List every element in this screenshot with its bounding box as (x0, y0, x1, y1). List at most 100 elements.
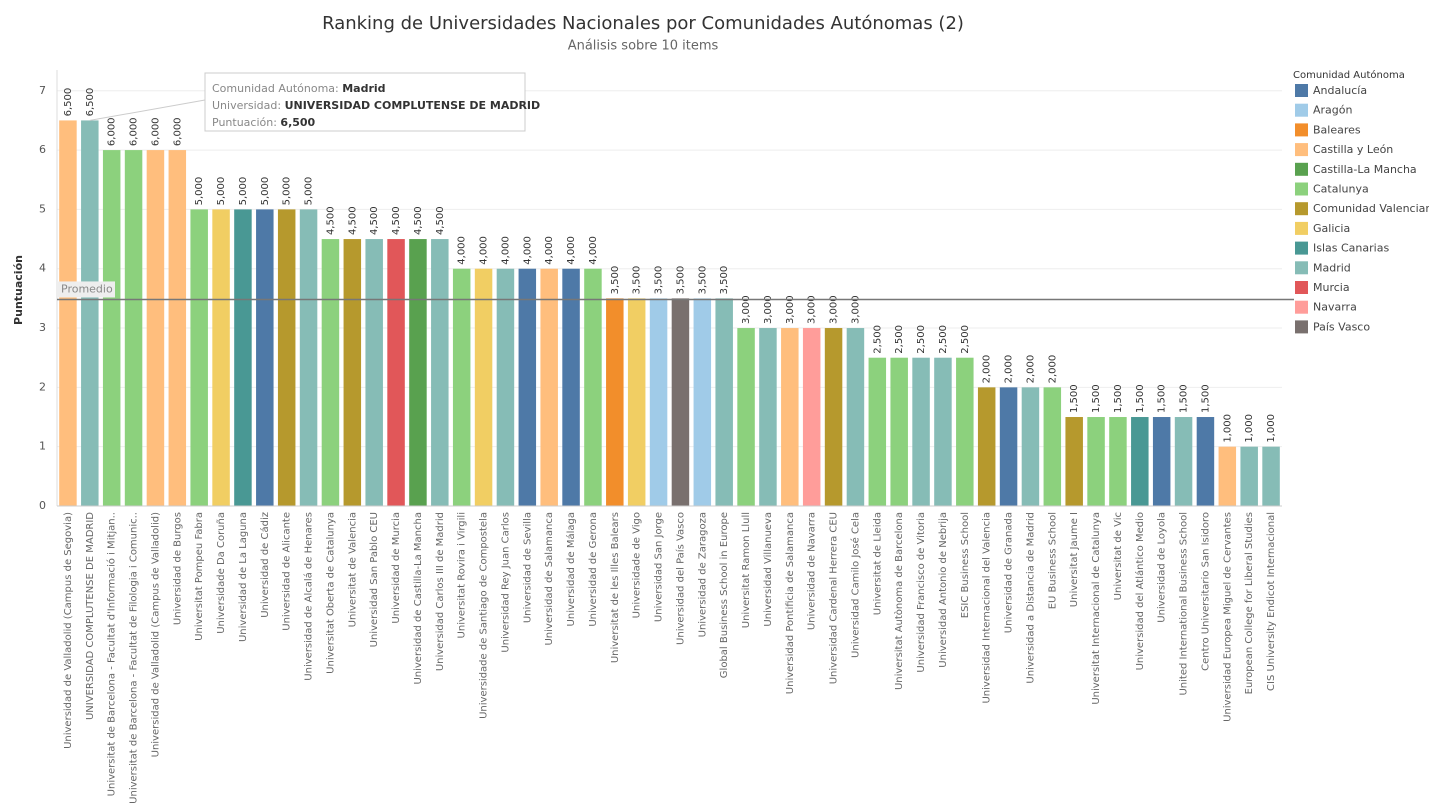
x-tick-label: Universidad Villanueva (763, 512, 774, 627)
x-tick-label: European College for Liberal Studies (1244, 512, 1255, 694)
data-label: 2,500 (872, 325, 883, 354)
legend-label: Navarra (1313, 301, 1357, 314)
bar (1240, 446, 1258, 506)
data-label: 3,500 (632, 266, 643, 295)
data-label: 6,000 (107, 117, 118, 146)
data-label: 3,000 (829, 295, 840, 324)
legend-label: Castilla y León (1313, 143, 1393, 156)
data-label: 2,500 (894, 325, 905, 354)
x-tick-label: UNIVERSIDAD COMPLUTENSE DE MADRID (85, 512, 96, 720)
x-tick-label: Universidad de Gerona (588, 512, 599, 627)
average-label-bg (58, 281, 115, 298)
x-tick-label: Universitat Jaume I (1069, 512, 1080, 607)
x-tick-label: ESIC Business School (960, 512, 971, 618)
bar (452, 268, 471, 506)
x-tick-label: Centro Universitario San Isidoro (1200, 512, 1211, 671)
bar (1131, 417, 1149, 506)
bar (912, 357, 930, 506)
x-tick-label: Universidad Camilo José Cela (849, 512, 861, 658)
legend-swatch (1295, 300, 1308, 314)
bar (671, 298, 690, 506)
x-tick-label: Universidad San Pablo CEU (369, 512, 380, 647)
data-label: 4,000 (566, 236, 577, 265)
bar (1109, 417, 1127, 506)
bar (649, 298, 668, 506)
bar (1043, 387, 1062, 506)
data-label: 1,000 (1266, 414, 1277, 443)
x-tick-label: Universidad Rey Juan Carlos (500, 512, 511, 653)
legend-swatch (1295, 123, 1308, 137)
bar (59, 120, 77, 507)
legend-swatch (1295, 103, 1308, 117)
legend-swatch (1295, 162, 1308, 176)
bar (474, 268, 493, 506)
bar (977, 387, 996, 506)
x-tick-label: EU Business School (1047, 512, 1058, 609)
bar (890, 357, 908, 506)
legend-label: País Vasco (1313, 320, 1370, 333)
x-tick-label: Universidad de Valladolid (Campus de Seg… (63, 512, 74, 749)
x-tick-label: Universidad de Zaragoza (697, 512, 708, 637)
bar (1021, 387, 1040, 506)
average-label: Promedio (61, 282, 113, 295)
y-tick-label: 4 (39, 262, 46, 275)
bar (81, 120, 99, 507)
data-label: 5,000 (194, 177, 205, 206)
legend-title: Comunidad Autónoma (1293, 69, 1405, 81)
chart-title: Ranking de Universidades Nacionales por … (322, 13, 964, 34)
x-tick-label: Universidad Europea Miguel de Cervantes (1222, 512, 1233, 722)
data-label: 4,500 (347, 206, 358, 235)
bar (1262, 446, 1280, 506)
x-tick-label: Universidad Antonio de Nebrija (938, 512, 949, 668)
x-tick-label: Universidad de Navarra (807, 512, 818, 630)
legend-label: Aragón (1313, 104, 1353, 117)
legend-swatch (1295, 182, 1308, 196)
bar (256, 209, 274, 506)
legend-label: Baleares (1313, 123, 1361, 136)
data-label: 1,500 (1200, 384, 1211, 413)
tooltip-line: Puntuación: 6,500 (212, 116, 316, 129)
bar (124, 150, 143, 506)
x-tick-label: Universitat de Lleida (872, 512, 883, 615)
bar (1174, 417, 1193, 506)
x-tick-label: Universitat de les Illes Balears (610, 512, 621, 663)
bar (824, 328, 843, 506)
x-tick-label: Universidad de Alicante (282, 512, 293, 631)
legend-label: Andalucía (1313, 84, 1367, 97)
bar (387, 239, 405, 506)
tooltip-line: Universidad: UNIVERSIDAD COMPLUTENSE DE … (212, 99, 540, 112)
data-label: 4,500 (325, 206, 336, 235)
bar (190, 209, 208, 506)
bar (1152, 417, 1171, 506)
data-label: 1,500 (1135, 384, 1146, 413)
data-label: 2,500 (960, 325, 971, 354)
bar (1218, 446, 1237, 506)
bar (1087, 417, 1105, 506)
y-tick-label: 6 (39, 143, 46, 156)
data-label: 5,000 (282, 177, 293, 206)
bar (956, 357, 974, 506)
x-tick-label: Universidad de Loyola (1157, 512, 1168, 623)
data-label: 2,000 (1025, 355, 1036, 384)
bar (1065, 417, 1083, 506)
data-label: 3,000 (763, 295, 774, 324)
legend-swatch (1295, 241, 1308, 255)
y-tick-label: 7 (39, 84, 46, 97)
legend-swatch (1295, 143, 1308, 157)
data-label: 4,000 (457, 236, 468, 265)
data-label: 4,500 (391, 206, 402, 235)
tooltip-key: Universidad: (212, 99, 281, 112)
legend-swatch (1295, 202, 1308, 216)
bar (759, 328, 777, 506)
x-tick-label: Universidad de Sevilla (522, 512, 533, 623)
bar (496, 268, 515, 506)
data-label: 3,000 (850, 295, 861, 324)
y-tick-label: 5 (39, 202, 46, 215)
bar (868, 357, 887, 506)
tooltip-key: Puntuación: (212, 116, 277, 129)
bar (802, 328, 821, 506)
x-tick-label: Universidad de Alcalá de Henares (303, 512, 315, 681)
bar (715, 298, 733, 506)
bar (518, 268, 537, 506)
